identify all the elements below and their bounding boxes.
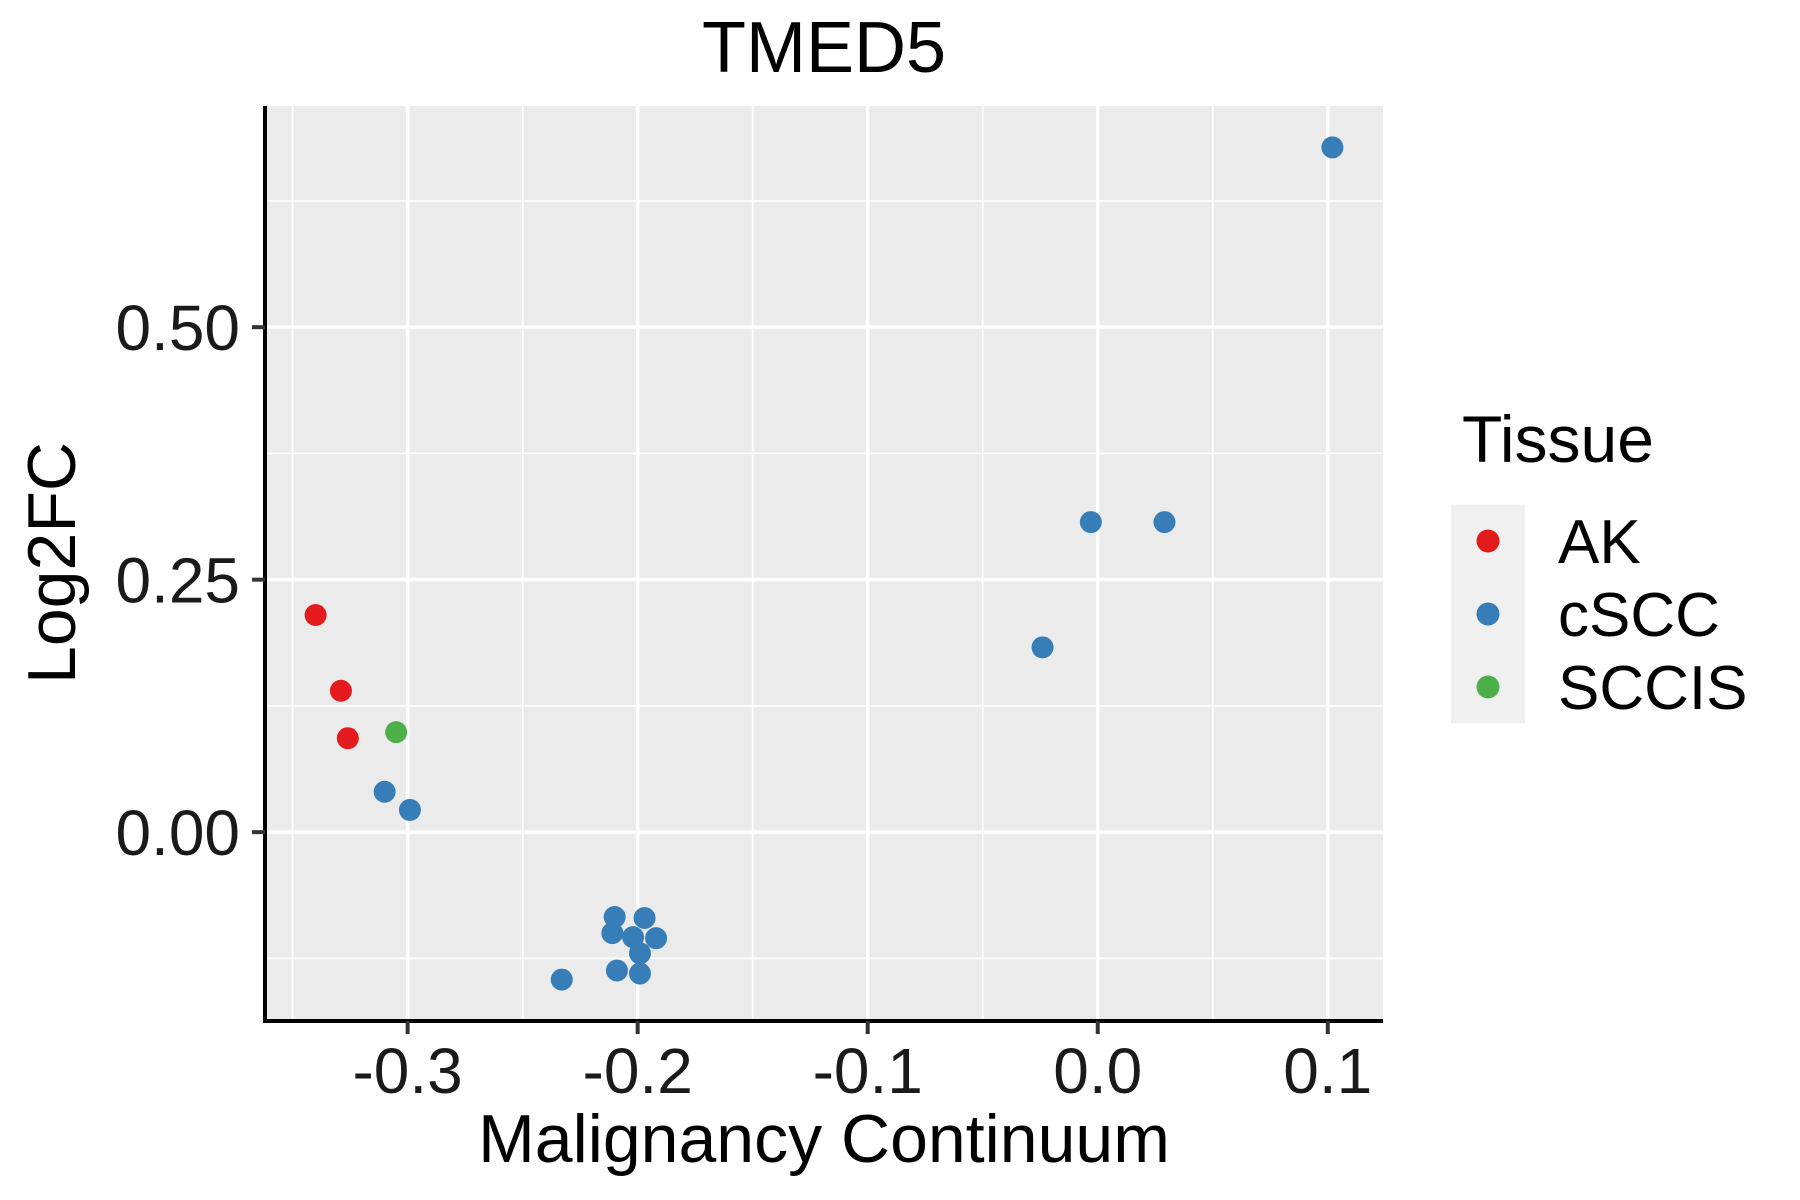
legend-label-cscc: cSCC: [1558, 581, 1720, 650]
panel-background: [265, 106, 1383, 1021]
x-tick-label: -0.3: [352, 1035, 462, 1107]
data-point-cscc: [1079, 511, 1102, 534]
legend-item-sccis: SCCIS: [1451, 650, 1747, 724]
legend-item-ak: AK: [1451, 504, 1641, 578]
legend-title: Tissue: [1462, 402, 1654, 476]
data-point-ak: [336, 727, 359, 750]
data-point-sccis: [385, 721, 408, 744]
y-tick-label: 0.00: [115, 797, 240, 869]
legend-item-cscc: cSCC: [1451, 577, 1720, 651]
data-point-cscc: [628, 942, 651, 965]
y-axis-title: Log2FC: [14, 442, 90, 684]
legend-label-sccis: SCCIS: [1558, 654, 1747, 723]
data-point-cscc: [1031, 636, 1054, 659]
data-point-ak: [329, 679, 352, 702]
plot-panel: -0.3 -0.2 -0.1 0.0 0.1 0.00 0.25 0.50: [115, 106, 1383, 1107]
data-point-cscc: [603, 905, 626, 928]
data-point-cscc: [550, 968, 573, 991]
x-tick-label: 0.0: [1053, 1035, 1142, 1107]
x-tick-label: -0.2: [583, 1035, 693, 1107]
data-point-cscc: [628, 962, 651, 985]
data-point-cscc: [1321, 136, 1344, 159]
data-point-cscc: [1153, 511, 1176, 534]
data-point-cscc: [373, 780, 396, 803]
data-point-ak: [304, 604, 327, 627]
legend: Tissue AK cSCC SCCIS: [1451, 402, 1747, 724]
x-tick-label: 0.1: [1283, 1035, 1372, 1107]
data-point-cscc: [645, 927, 668, 950]
y-tick-label: 0.50: [115, 292, 240, 364]
data-point-cscc: [398, 798, 421, 821]
plot-title: TMED5: [702, 8, 946, 88]
legend-dot-cscc-icon: [1476, 602, 1500, 626]
x-tick-label: -0.1: [813, 1035, 923, 1107]
data-point-cscc: [605, 959, 628, 982]
data-point-cscc: [633, 906, 656, 929]
x-axis-title: Malignancy Continuum: [478, 1101, 1170, 1177]
legend-label-ak: AK: [1558, 508, 1641, 577]
legend-dot-ak-icon: [1476, 529, 1500, 553]
y-tick-label: 0.25: [115, 545, 240, 617]
data-point-cscc: [601, 922, 624, 945]
legend-dot-sccis-icon: [1476, 675, 1500, 699]
